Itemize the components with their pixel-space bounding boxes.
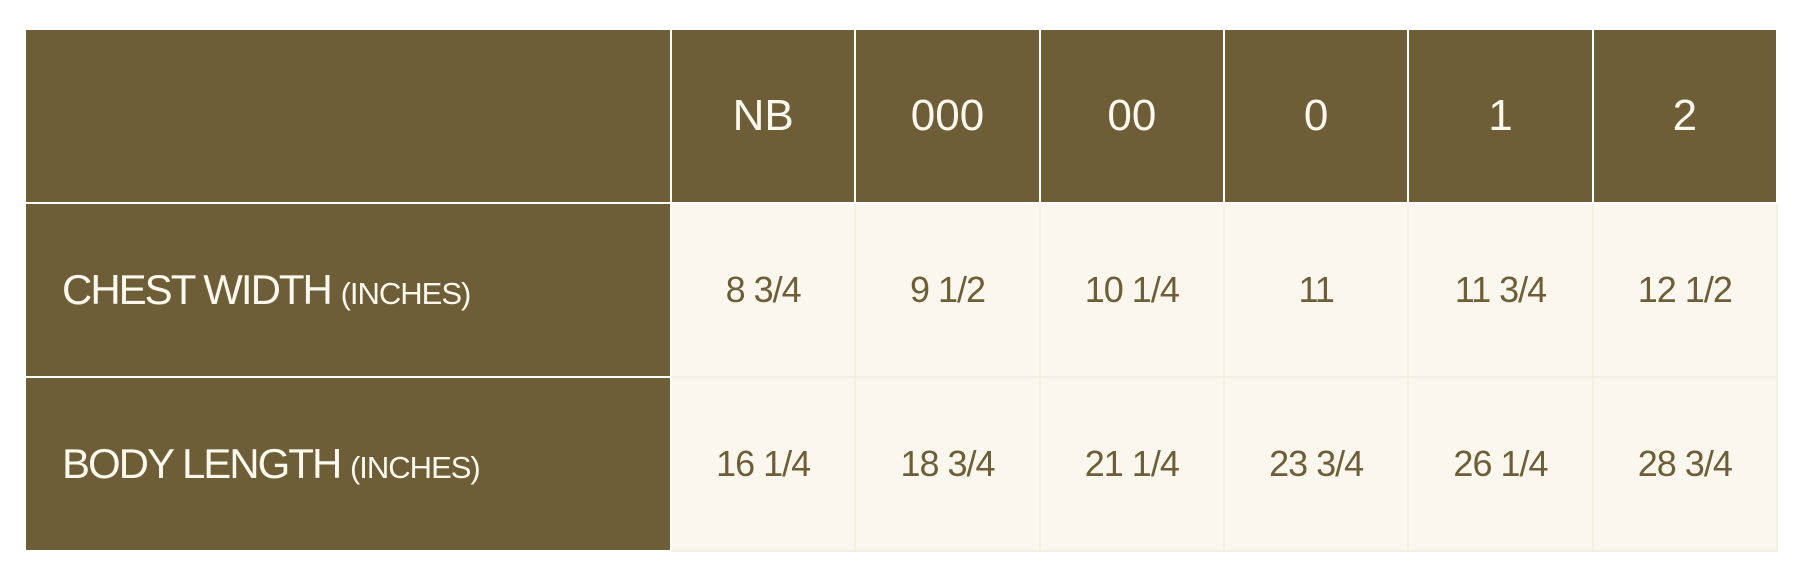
size-header: 0 <box>1222 30 1410 204</box>
row-label-text: BODY LENGTH <box>62 440 342 487</box>
header-row: NB 000 00 0 1 2 <box>26 30 1779 204</box>
size-header: 2 <box>1591 30 1779 204</box>
size-header: 00 <box>1038 30 1225 204</box>
table-cell: 26 1/4 <box>1407 376 1594 552</box>
table-cell: 10 1/4 <box>1038 202 1225 378</box>
row-unit: (INCHES) <box>349 450 481 485</box>
table-cell: 11 3/4 <box>1407 202 1594 378</box>
table-cell: 11 <box>1222 202 1410 378</box>
table-row-chest-width: CHEST WIDTH (INCHES) 8 3/4 9 1/2 10 1/4 … <box>26 202 1779 378</box>
size-header: NB <box>669 30 857 204</box>
table-cell: 18 3/4 <box>854 376 1041 552</box>
row-label-text: CHEST WIDTH <box>62 266 333 313</box>
row-label: BODY LENGTH (INCHES) <box>26 376 672 552</box>
table-cell: 28 3/4 <box>1591 376 1779 552</box>
row-label: CHEST WIDTH (INCHES) <box>26 202 672 378</box>
size-chart-table: NB 000 00 0 1 2 CHEST WIDTH (INCHES) 8 3… <box>26 30 1779 552</box>
size-header: 000 <box>854 30 1041 204</box>
size-header: 1 <box>1407 30 1594 204</box>
table-cell: 16 1/4 <box>669 376 857 552</box>
table-cell: 23 3/4 <box>1222 376 1410 552</box>
corner-cell <box>26 30 672 204</box>
row-unit: (INCHES) <box>340 276 472 311</box>
table-cell: 9 1/2 <box>854 202 1041 378</box>
table-cell: 12 1/2 <box>1591 202 1779 378</box>
table-row-body-length: BODY LENGTH (INCHES) 16 1/4 18 3/4 21 1/… <box>26 376 1779 552</box>
table-cell: 21 1/4 <box>1038 376 1225 552</box>
table-cell: 8 3/4 <box>669 202 857 378</box>
